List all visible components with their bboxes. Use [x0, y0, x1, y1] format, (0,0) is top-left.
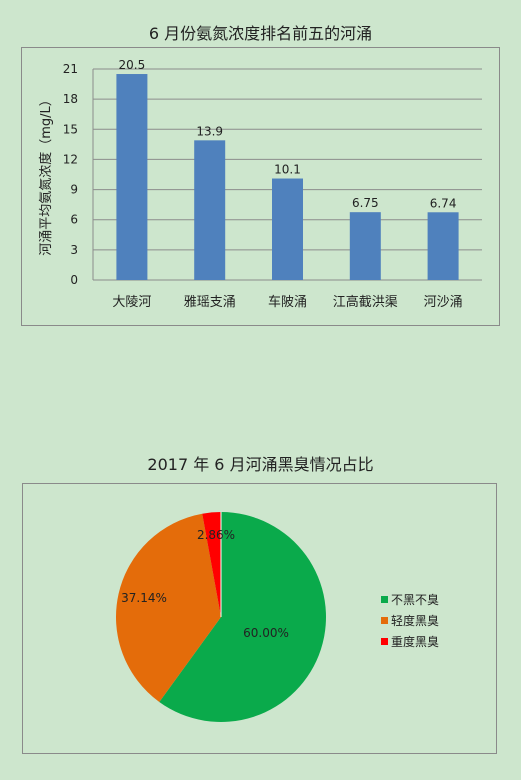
bar — [427, 212, 459, 280]
y-tick-label: 3 — [70, 243, 78, 257]
bar-chart: 0 3 6 9 12 15 18 21 河涌平均氨氮浓度（mg/L） 20.5 大陵河 13.9 雅瑶支… — [38, 58, 482, 310]
bar-value-label: 6.75 — [352, 196, 379, 210]
legend-swatch — [381, 617, 388, 624]
bar-value-label: 13.9 — [196, 124, 223, 138]
y-tick-label: 18 — [63, 92, 78, 106]
bar — [194, 140, 226, 280]
bar-chart-title: 6 月份氨氮浓度排名前五的河涌 — [148, 24, 373, 43]
x-category-label: 车陂涌 — [268, 294, 307, 310]
x-category-label: 雅瑶支涌 — [184, 295, 236, 310]
y-tick-label: 0 — [70, 273, 78, 287]
y-tick-label: 12 — [63, 152, 78, 166]
bar — [272, 178, 303, 280]
bar — [116, 74, 148, 281]
legend-label: 轻度黑臭 — [391, 613, 439, 628]
x-category-label: 江高截洪渠 — [333, 294, 398, 310]
x-category-label: 河沙涌 — [424, 295, 463, 310]
pie-chart-panel: 60.00% 37.14% 2.86% 不黑不臭轻度黑臭重度黑臭 — [22, 483, 497, 754]
pie-value-label: 37.14% — [121, 591, 167, 605]
x-category-label: 大陵河 — [112, 295, 151, 310]
y-axis-label: 河涌平均氨氮浓度（mg/L） — [38, 93, 54, 256]
pie-value-label: 2.86% — [197, 528, 235, 542]
bar — [349, 212, 381, 280]
y-tick-label: 15 — [63, 122, 78, 136]
bar-value-label: 20.5 — [119, 58, 146, 72]
y-tick-label: 9 — [70, 183, 78, 197]
bar-chart-panel: 0 3 6 9 12 15 18 21 河涌平均氨氮浓度（mg/L） 20.5 大陵河 13.9 雅瑶支… — [21, 47, 500, 326]
pie-slice — [116, 513, 221, 702]
y-tick-label: 21 — [63, 62, 78, 76]
pie-slice — [202, 512, 221, 617]
bar-value-label: 10.1 — [274, 163, 301, 177]
pie-value-label: 60.00% — [243, 626, 289, 640]
bar-value-label: 6.74 — [430, 196, 457, 210]
pie-slice — [159, 512, 326, 722]
legend-swatch — [381, 638, 388, 645]
pie-chart-title: 2017 年 6 月河涌黑臭情况占比 — [147, 455, 374, 474]
legend-swatch — [381, 596, 388, 603]
y-tick-label: 6 — [70, 213, 78, 227]
legend-label: 重度黑臭 — [391, 634, 439, 649]
legend-label: 不黑不臭 — [391, 592, 439, 607]
